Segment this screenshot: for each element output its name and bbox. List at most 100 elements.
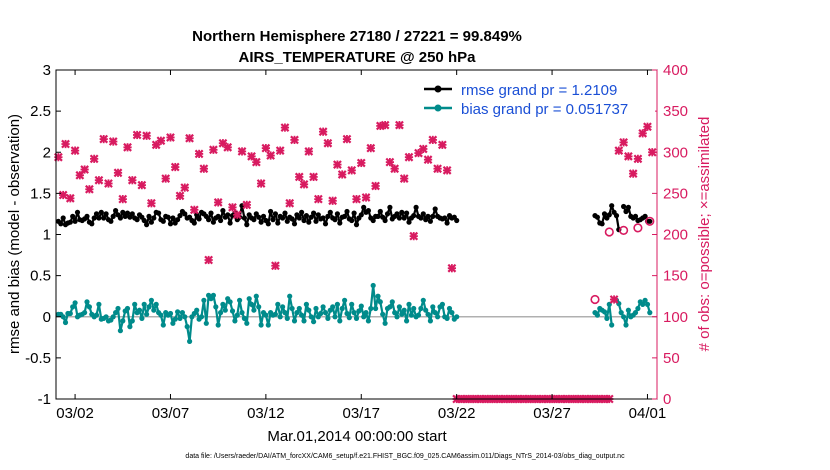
- obs-assimilated-point: [437, 140, 447, 150]
- bias-point: [423, 307, 429, 313]
- rmse-point: [156, 210, 162, 216]
- rmse-point: [98, 209, 104, 215]
- bias-point: [86, 304, 92, 310]
- obs-assimilated-point: [614, 146, 624, 155]
- obs-assimilated-point: [127, 175, 137, 185]
- rmse-point: [361, 204, 367, 210]
- obs-assimilated-point: [199, 164, 209, 174]
- bias-point: [222, 307, 228, 313]
- bias-point: [365, 318, 371, 324]
- rmse-point: [375, 213, 381, 219]
- obs-assimilated-point: [118, 194, 128, 204]
- bias-point: [115, 305, 121, 312]
- bias-point: [210, 292, 216, 298]
- obs-assimilated-point: [380, 120, 390, 130]
- obs-assimilated-point: [104, 179, 113, 188]
- rmse-point: [270, 217, 276, 223]
- bias-point: [394, 314, 400, 320]
- bias-point: [418, 305, 424, 312]
- rmse-point: [621, 203, 627, 210]
- bias-point: [213, 304, 219, 310]
- obs-assimilated-point: [161, 174, 171, 183]
- bias-point: [609, 322, 615, 328]
- rmse-point: [396, 215, 402, 221]
- bias-point: [444, 315, 450, 321]
- rmse-point: [454, 217, 460, 224]
- rmse-point: [427, 218, 433, 224]
- rmse-point: [241, 215, 247, 221]
- obs-assimilated-point: [223, 142, 233, 152]
- bias-point: [148, 297, 154, 303]
- rmse-point: [177, 213, 183, 219]
- obs-possible-point: [618, 225, 629, 235]
- obs-assimilated-point: [99, 134, 109, 144]
- bias-point: [601, 309, 608, 315]
- bias-series: [55, 282, 653, 344]
- rmse-point: [144, 222, 150, 228]
- rmse-point: [353, 222, 360, 228]
- bias-point: [179, 310, 185, 316]
- rmse-point: [647, 218, 653, 224]
- bias-point: [635, 305, 641, 312]
- bias-point: [392, 310, 398, 316]
- rmse-point: [642, 213, 648, 219]
- rmse-point: [337, 220, 343, 226]
- obs-assimilated-point: [156, 136, 166, 146]
- y-left-tick-label: 2: [43, 144, 51, 161]
- rmse-point: [384, 211, 391, 217]
- bias-point: [296, 305, 302, 312]
- rmse-point: [599, 221, 605, 227]
- y-right-tick-label: 350: [663, 103, 688, 120]
- y-axis-right-label: # of obs: o=possible; ×=assimilated: [696, 117, 713, 352]
- bias-point: [353, 315, 360, 321]
- bias-point: [294, 310, 300, 316]
- obs-assimilated-point: [280, 123, 290, 132]
- obs-assimilated-point: [123, 142, 132, 152]
- obs-assimilated-point: [61, 139, 70, 149]
- rmse-point: [175, 217, 181, 223]
- rmse-point: [268, 208, 274, 215]
- obs-assimilated-point: [619, 138, 628, 147]
- rmse-point: [91, 215, 97, 221]
- bias-point: [72, 300, 78, 306]
- bias-point: [382, 320, 388, 326]
- bias-point: [141, 301, 147, 307]
- rmse-point: [594, 214, 601, 220]
- bias-point: [604, 315, 610, 321]
- rmse-point: [430, 213, 436, 219]
- y-axis-right: 0 50 100 150 200 250 300 350 400: [652, 62, 688, 408]
- x-axis-label: Mar.01,2014 00:00:00 start: [267, 428, 447, 445]
- obs-possible-point: [590, 294, 600, 305]
- rmse-point: [313, 218, 319, 224]
- obs-assimilated-point: [366, 143, 376, 153]
- rmse-point: [387, 204, 393, 210]
- obs-assimilated-point: [228, 202, 237, 212]
- rmse-point: [227, 220, 233, 226]
- rmse-point: [632, 213, 639, 219]
- bias-point: [454, 314, 460, 320]
- bias-point: [303, 301, 309, 307]
- obs-assimilated-point: [80, 165, 89, 174]
- bias-point: [425, 311, 431, 317]
- rmse-point: [72, 218, 78, 224]
- bias-point: [349, 301, 355, 307]
- bias-point: [427, 318, 433, 324]
- bias-point: [420, 297, 426, 303]
- rmse-point: [365, 208, 371, 214]
- rmse-point: [113, 208, 119, 214]
- bias-point: [389, 299, 395, 305]
- bias-point: [172, 316, 178, 322]
- bias-point: [194, 307, 200, 313]
- bias-point: [117, 328, 123, 334]
- bias-point: [146, 304, 152, 310]
- bias-point: [647, 310, 653, 316]
- obs-assimilated-point: [170, 162, 180, 172]
- bias-point: [158, 312, 164, 318]
- bias-point: [144, 311, 150, 317]
- bias-point: [299, 312, 305, 318]
- bias-point: [113, 310, 119, 316]
- bias-point: [187, 338, 193, 344]
- bias-point: [332, 314, 338, 320]
- rmse-point: [258, 219, 264, 225]
- rmse-point: [196, 216, 202, 222]
